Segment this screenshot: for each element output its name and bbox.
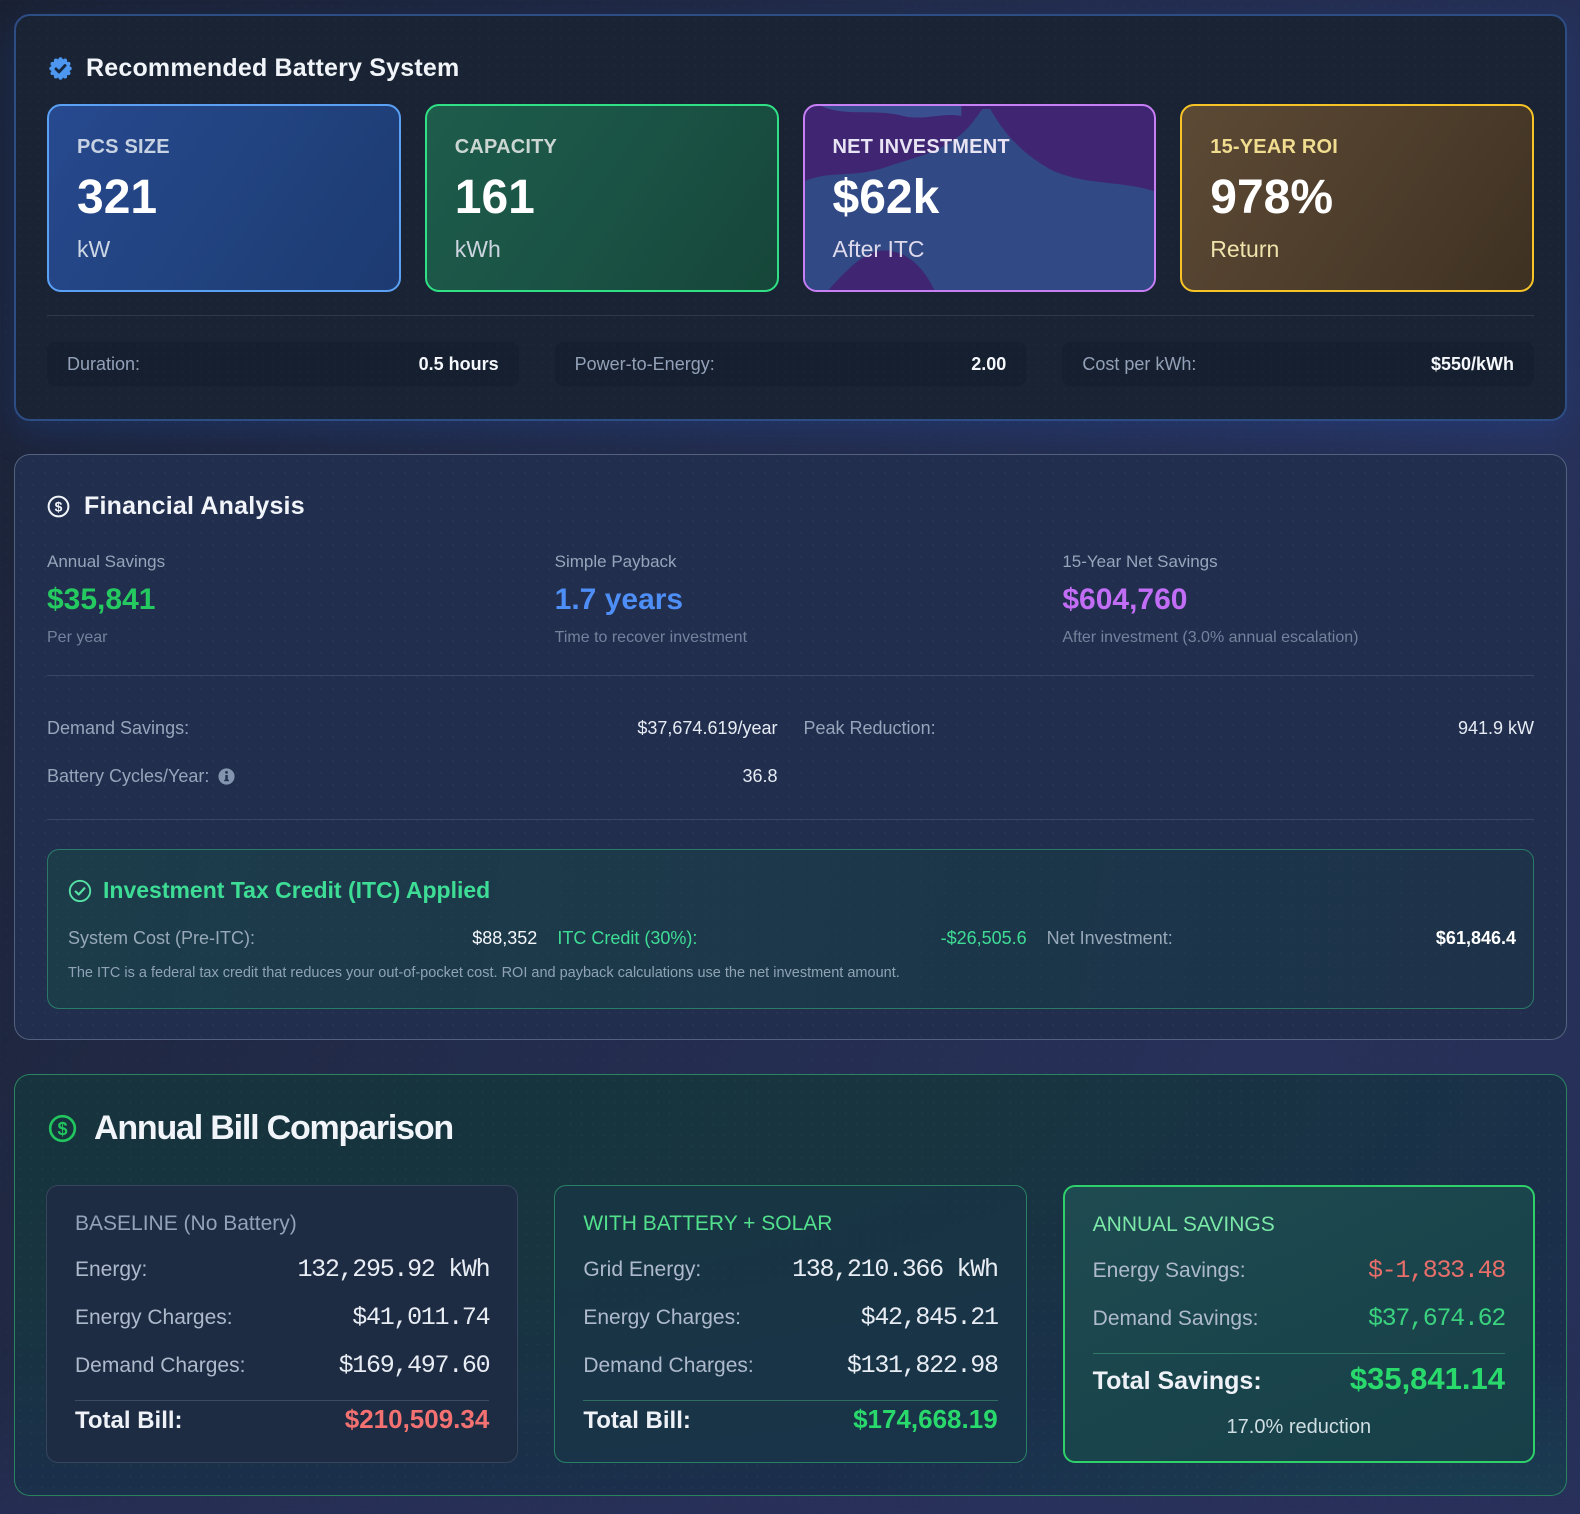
svg-text:$: $ — [55, 498, 63, 514]
svg-text:$: $ — [57, 1118, 67, 1138]
